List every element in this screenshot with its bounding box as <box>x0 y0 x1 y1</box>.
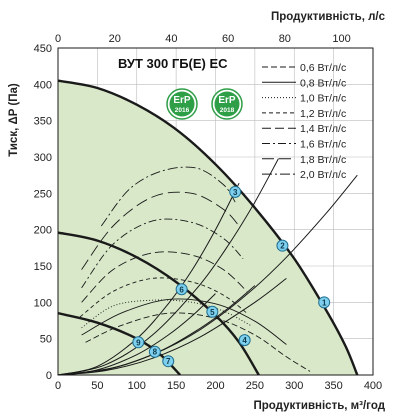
marker-label: 4 <box>242 336 247 345</box>
legend: 0,6 Вт/л/с 0,8 Вт/л/с 1,0 Вт/л/с 1,2 Вт/л/с… <box>262 62 346 181</box>
operating-point-marker: 1 <box>318 296 331 309</box>
x-tick-label: 300 <box>285 380 303 392</box>
marker-circle <box>206 305 219 318</box>
legend-label: 1,6 Вт/л/с <box>300 139 346 151</box>
network-curve <box>58 278 287 375</box>
marker-label: 8 <box>153 348 158 357</box>
operating-area-fill <box>58 80 358 375</box>
y-tick-label: 300 <box>34 152 52 164</box>
operating-point-marker: 4 <box>238 334 251 347</box>
operating-point-marker: 5 <box>206 305 219 318</box>
y-tick-label: 250 <box>34 188 52 200</box>
marker-label: 5 <box>210 308 215 317</box>
x-top-tick-label: 0 <box>55 33 61 45</box>
top-axis-title: Продуктивність, л/с <box>271 11 386 23</box>
legend-label: 2,0 Вт/л/с <box>300 169 346 181</box>
legend-label: 0,8 Вт/л/с <box>300 77 346 89</box>
operating-point-marker: 2 <box>276 239 289 252</box>
legend-label: 1,0 Вт/л/с <box>300 93 346 105</box>
operating-point-marker: 9 <box>132 336 145 349</box>
badge-label: ErP <box>173 95 191 106</box>
operating-points: 1 2 3 4 5 6 78 9 <box>132 185 331 368</box>
power-curve <box>81 299 252 329</box>
marker-label: 9 <box>136 338 141 347</box>
power-curve <box>100 166 236 227</box>
marker-circle <box>175 283 188 296</box>
y-tick-label: 50 <box>40 334 52 346</box>
x-tick-label: 350 <box>324 380 342 392</box>
x-tick-label: 50 <box>91 380 103 392</box>
marker-label: 3 <box>233 188 238 197</box>
x-tick-label: 150 <box>167 380 185 392</box>
marker-circle <box>148 345 161 358</box>
network-curve <box>58 158 279 375</box>
marker-label: 1 <box>322 298 327 307</box>
power-curve <box>79 277 248 318</box>
marker-label: 7 <box>166 357 171 366</box>
legend-label: 1,8 Вт/л/с <box>300 154 346 166</box>
marker-label: 2 <box>280 242 285 251</box>
operating-area <box>58 80 358 375</box>
x-tick-label: 400 <box>364 380 382 392</box>
y-axis-title: Тиск, ΔP (Па) <box>8 83 20 157</box>
x-tick-label: 200 <box>206 380 224 392</box>
power-curve <box>81 298 287 345</box>
y-tick-label: 150 <box>34 261 52 273</box>
marker-label: 6 <box>179 285 184 294</box>
badge-disc <box>214 91 240 117</box>
marker-circle <box>318 296 331 309</box>
chart-title: ВУТ 300 ГБ(Е) ЕС <box>118 56 228 71</box>
bottom-axis-title: Продуктивність, м³/год <box>254 400 386 412</box>
marker-circle <box>276 239 289 252</box>
badge-disc <box>169 91 195 117</box>
x-tick-label: 250 <box>246 380 264 392</box>
y-tick-label: 350 <box>34 116 52 128</box>
badge-label: ErP <box>218 95 236 106</box>
x-top-tick-label: 100 <box>332 33 350 45</box>
marker-circle <box>162 355 175 368</box>
x-tick-label: 100 <box>128 380 146 392</box>
y-tick-label: 200 <box>34 225 52 237</box>
operating-point-marker: 3 <box>229 185 242 198</box>
operating-point-marker: 7 <box>162 355 175 368</box>
legend-label: 1,2 Вт/л/с <box>300 108 346 120</box>
x-tick-label: 0 <box>55 380 61 392</box>
y-tick-label: 400 <box>34 79 52 91</box>
power-curve <box>81 218 244 289</box>
axis-ticks: 0 50 100 150 200 250 300 350 4000501001502002503… <box>34 33 383 392</box>
y-tick-label: 0 <box>46 370 52 382</box>
legend-label: 0,6 Вт/л/с <box>300 62 346 74</box>
badge-year: 2016 <box>175 107 190 114</box>
operating-point-marker: 8 <box>148 345 161 358</box>
x-top-tick-label: 60 <box>222 33 234 45</box>
marker-circle <box>132 336 145 349</box>
y-tick-label: 100 <box>34 297 52 309</box>
operating-point-marker: 6 <box>175 283 188 296</box>
marker-circle <box>238 334 251 347</box>
power-curve <box>81 191 240 270</box>
power-curves <box>79 166 311 372</box>
plot-frame <box>57 47 374 376</box>
marker-circle <box>229 185 242 198</box>
power-curve <box>81 251 248 303</box>
network-curve <box>58 285 256 375</box>
x-top-tick-label: 80 <box>279 33 291 45</box>
legend-label: 1,4 Вт/л/с <box>300 123 346 135</box>
badge-year: 2018 <box>220 107 235 114</box>
power-curve <box>85 312 311 372</box>
y-tick-label: 450 <box>34 43 52 55</box>
x-top-tick-label: 40 <box>165 33 177 45</box>
network-curve <box>58 182 240 375</box>
x-top-tick-label: 20 <box>109 33 121 45</box>
